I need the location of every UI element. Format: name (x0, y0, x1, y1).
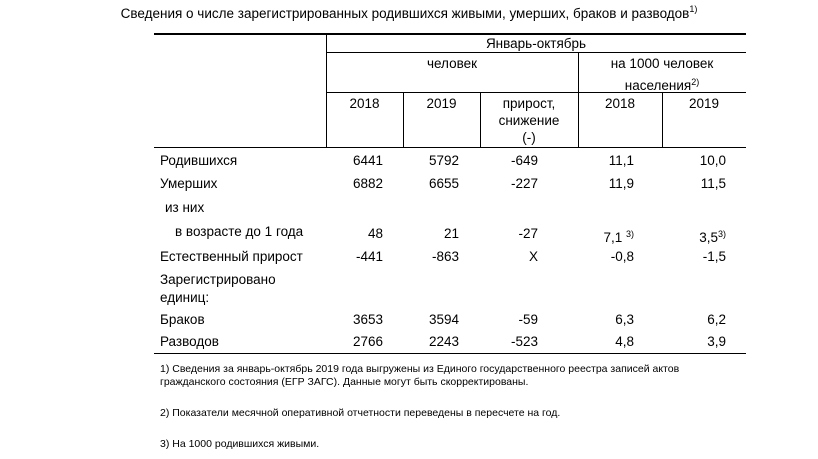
cell-rate-2018: 7,1 3) (578, 226, 634, 246)
table-title: Сведения о числе зарегистрированных роди… (0, 4, 818, 21)
row-label: из них (165, 200, 205, 215)
header-divider-3 (480, 92, 481, 148)
title-footnote-mark: 1) (689, 4, 698, 14)
row-label: в возрасте до 1 года (175, 224, 304, 239)
row-label-line1: Зарегистрировано (160, 272, 276, 287)
header-col-rate-2018: 2018 (604, 96, 636, 111)
cell-2018: 48 (367, 226, 383, 241)
header-group-people: человек (426, 56, 478, 71)
cell-footnote-mark: 3) (717, 229, 726, 239)
cell-2019: 21 (443, 226, 459, 241)
cell-rate-2018: 11,9 (608, 176, 634, 191)
header-top-rule (154, 33, 746, 35)
period-underline (326, 52, 746, 53)
footnote-3: 3) На 1000 родившихся живыми. (160, 438, 320, 450)
cell-change: -523 (510, 334, 538, 349)
cell-rate-2018: -0,8 (610, 249, 634, 264)
row-label-line2: единиц: (160, 290, 210, 305)
cell-rate-2019: 3,9 (707, 334, 726, 349)
header-group-per1000-line1: на 1000 человек (610, 56, 714, 71)
header-col-change-line2: снижение (498, 113, 560, 128)
header-col-2018: 2018 (349, 96, 380, 111)
cell-rate-2019: 3,53) (662, 226, 726, 246)
header-divider-4 (578, 52, 579, 148)
cell-2018: 6882 (352, 176, 383, 191)
header-divider-1 (326, 33, 327, 148)
cell-rate-2018: 4,8 (615, 334, 634, 349)
row-label: Умерших (160, 176, 218, 191)
header-bottom-rule (154, 147, 746, 148)
header-col-rate-2019: 2019 (688, 96, 720, 111)
cell-rate-2018: 6,3 (615, 312, 634, 327)
cell-rate-2019: 6,2 (707, 312, 726, 327)
cell-change: -27 (518, 226, 538, 241)
cell-2019: 5792 (428, 153, 459, 168)
header-divider-2 (403, 92, 404, 148)
cell-rate-2019-value: 3,5 (699, 230, 718, 245)
header-group-per1000-text: населения (624, 78, 692, 93)
cell-rate-2018: 11,1 (608, 153, 634, 168)
cell-rate-2019: -1,5 (702, 249, 726, 264)
group-underline (326, 92, 746, 93)
row-label: Браков (160, 312, 205, 327)
header-col-change-line1: прирост, (502, 96, 556, 111)
header-group-per1000-line2: населения2) (578, 74, 746, 94)
cell-change: -649 (510, 153, 538, 168)
header-footnote-mark-2: 2) (691, 77, 700, 87)
table-title-text: Сведения о числе зарегистрированных роди… (120, 6, 690, 21)
cell-change: Х (528, 249, 538, 264)
footnote-2: 2) Показатели месячной оперативной отчет… (160, 407, 561, 419)
cell-rate-2019: 11,5 (700, 176, 726, 191)
header-col-change-line3: (-) (522, 130, 536, 145)
table-bottom-rule (154, 353, 746, 354)
header-col-2019: 2019 (426, 96, 457, 111)
header-divider-5 (662, 92, 663, 148)
cell-2019: 2243 (428, 334, 459, 349)
cell-2018: 3653 (352, 312, 383, 327)
footnote-1: 1) Сведения за январь-октябрь 2019 года … (160, 363, 680, 388)
cell-2018: 2766 (352, 334, 383, 349)
cell-2019: 6655 (428, 176, 459, 191)
cell-footnote-mark: 3) (625, 229, 634, 239)
row-label: Разводов (160, 334, 219, 349)
cell-change: -59 (518, 312, 538, 327)
cell-2018: 6441 (352, 153, 383, 168)
cell-2019: 3594 (428, 312, 459, 327)
cell-rate-2018-value: 7,1 (603, 230, 623, 245)
header-period: Январь-октябрь (485, 36, 587, 51)
cell-change: -227 (510, 176, 538, 191)
cell-2019: -863 (431, 249, 459, 264)
cell-rate-2019: 10,0 (699, 153, 726, 168)
row-label: Родившихся (160, 153, 238, 168)
cell-2018: -441 (355, 249, 383, 264)
row-label: Естественный прирост (160, 249, 303, 264)
